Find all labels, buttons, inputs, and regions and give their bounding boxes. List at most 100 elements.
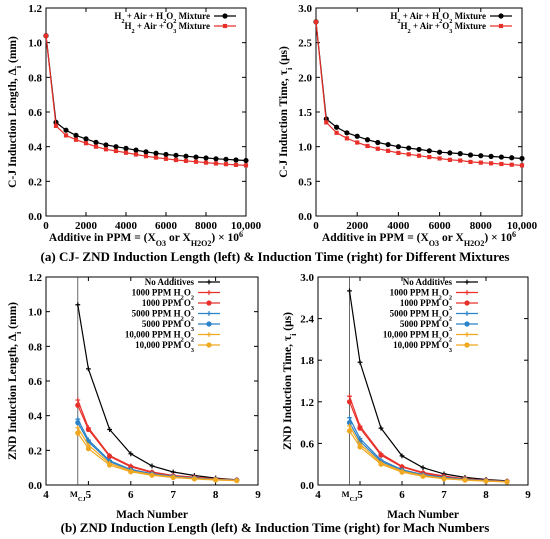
data-point (143, 149, 149, 155)
data-point (243, 163, 249, 168)
y-axis-label: C-J Induction Time, τi (μs) (278, 46, 294, 178)
legend-entry-5000-ppm-h2o2: 5000 PPM H2O2 (390, 309, 478, 322)
legend-label: No Additives (403, 277, 453, 287)
data-point (191, 476, 197, 482)
legend-marker (464, 321, 470, 327)
data-point (406, 145, 412, 151)
y-tick-label: 0.8 (28, 341, 42, 353)
data-point (344, 136, 349, 141)
legend-label: 1000 PPM O3 (400, 298, 452, 312)
data-point (467, 152, 474, 158)
data-point (107, 427, 112, 432)
series-no-additives (347, 288, 510, 484)
x-tick-label: 8000 (470, 220, 493, 232)
legend-entry-5000-ppm-o3: 5000 PPM O3 (400, 319, 478, 333)
x-tick-label: 4000 (387, 220, 410, 232)
x-tick-label: 5 (357, 489, 363, 501)
series-line (348, 396, 508, 482)
series-line (77, 422, 237, 481)
legend-marker (464, 332, 470, 337)
y-tick-label: 1.8 (300, 355, 314, 367)
data-point (73, 132, 79, 138)
y-tick-label: 0.4 (28, 142, 42, 154)
data-point (498, 154, 504, 160)
data-point (153, 155, 159, 160)
data-point (447, 157, 452, 162)
legend-entry-no-additives: No Additives (145, 277, 220, 287)
legend-label: H2 + Air + O3 Mixture (400, 21, 486, 35)
series-line (315, 21, 523, 166)
y-tick-label: 0.4 (28, 411, 42, 423)
data-point (173, 152, 179, 158)
data-point (499, 161, 504, 167)
data-point (163, 151, 169, 158)
x-tick-label: 4 (43, 489, 49, 501)
legend-entry-h2-air-o3-mixture: H2 + Air + O3 Mixture (400, 21, 512, 35)
x-tick-label: 6 (128, 489, 134, 501)
legend-entry-h2-air-h2o2-mixture: H2 + Air + H2O2 Mixture (390, 11, 512, 25)
series-1000-ppm-h2o2 (75, 397, 240, 483)
chart-a-right: 0 2000 4000 6000 8000 10,000 0.0 0.5 1.0 1.5 2.0 2.… (278, 3, 538, 248)
data-point (203, 160, 209, 165)
data-point (103, 147, 109, 152)
legend-entry-1000-ppm-h2o2: 1000 PPM H2O2 (390, 288, 478, 301)
data-point (395, 144, 401, 150)
data-point (504, 479, 510, 485)
data-point (416, 153, 422, 158)
legend-entry-10-000-ppm-h2o2: 10,000 PPM H2O2 (125, 330, 220, 344)
data-point (233, 157, 239, 163)
legend-marker (464, 311, 470, 316)
data-point (86, 366, 91, 372)
data-point (458, 158, 463, 163)
data-point (347, 423, 352, 429)
x-tick-label: 2000 (75, 220, 98, 232)
x-axis-label: Mach Number (116, 509, 188, 521)
data-point (462, 477, 468, 483)
legend-entry-5000-ppm-o3: 5000 PPM O3 (142, 319, 220, 333)
chart-a-left: 0 2000 4000 6000 8000 10,000 0.0 0.2 0.4 0.6 0.8 1.… (7, 3, 262, 248)
x-tick-label: 7 (170, 489, 176, 501)
legend-label: 10,000 PPM H2O2 (383, 330, 452, 344)
legend-entry-1000-ppm-o3: 1000 PPM O3 (142, 298, 220, 312)
data-point (365, 143, 370, 149)
x-tick-label: 7 (441, 489, 447, 501)
data-point (128, 469, 134, 475)
series-10-000-ppm-o3 (75, 430, 240, 484)
y-tick-label: 2.0 (298, 72, 312, 84)
legend-label: 5000 PPM O3 (142, 319, 194, 333)
legend-label: 1000 PPM O3 (142, 298, 194, 312)
y-tick-label: 1.0 (298, 142, 312, 154)
data-point (107, 462, 113, 468)
data-point (43, 33, 49, 38)
data-point (113, 148, 119, 154)
legend-marker (206, 342, 212, 348)
data-point (213, 156, 219, 162)
legend-entry-h2-air-o3-mixture: H2 + Air + O3 Mixture (124, 21, 236, 35)
chart-b-left: 4 5 6 7 8 9 0.0 0.2 0.4 0.6 0.8 1.0 1.2 Mach Number ZN… (7, 272, 261, 521)
legend-entry-1000-ppm-h2o2: 1000 PPM H2O2 (132, 288, 220, 301)
legend-marker (464, 342, 470, 348)
legend-marker (464, 290, 470, 295)
data-point (103, 142, 109, 148)
data-point (375, 146, 380, 151)
data-point (75, 397, 81, 403)
y-tick-label: 1.0 (28, 307, 42, 319)
data-point (385, 141, 391, 148)
data-point (347, 415, 352, 421)
y-tick-label: 0.6 (300, 438, 314, 450)
x-tick-label: 2000 (346, 220, 369, 232)
series-line (77, 418, 237, 481)
data-point (355, 140, 360, 145)
plot-frame (315, 7, 523, 217)
data-point (420, 473, 426, 479)
data-point (203, 155, 209, 161)
legend-label: 10,000 PPM O3 (393, 340, 452, 354)
data-point (478, 160, 483, 165)
data-point (75, 402, 81, 408)
legend-marker (464, 300, 470, 306)
data-point (478, 153, 484, 159)
data-point (107, 453, 113, 459)
legend-label: 10,000 PPM H2O2 (125, 330, 194, 344)
data-point (347, 393, 352, 399)
data-point (334, 130, 339, 135)
